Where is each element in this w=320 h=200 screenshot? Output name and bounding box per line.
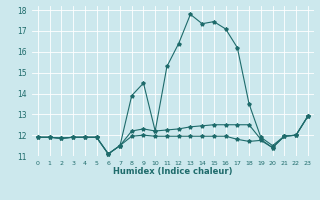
X-axis label: Humidex (Indice chaleur): Humidex (Indice chaleur): [113, 167, 233, 176]
